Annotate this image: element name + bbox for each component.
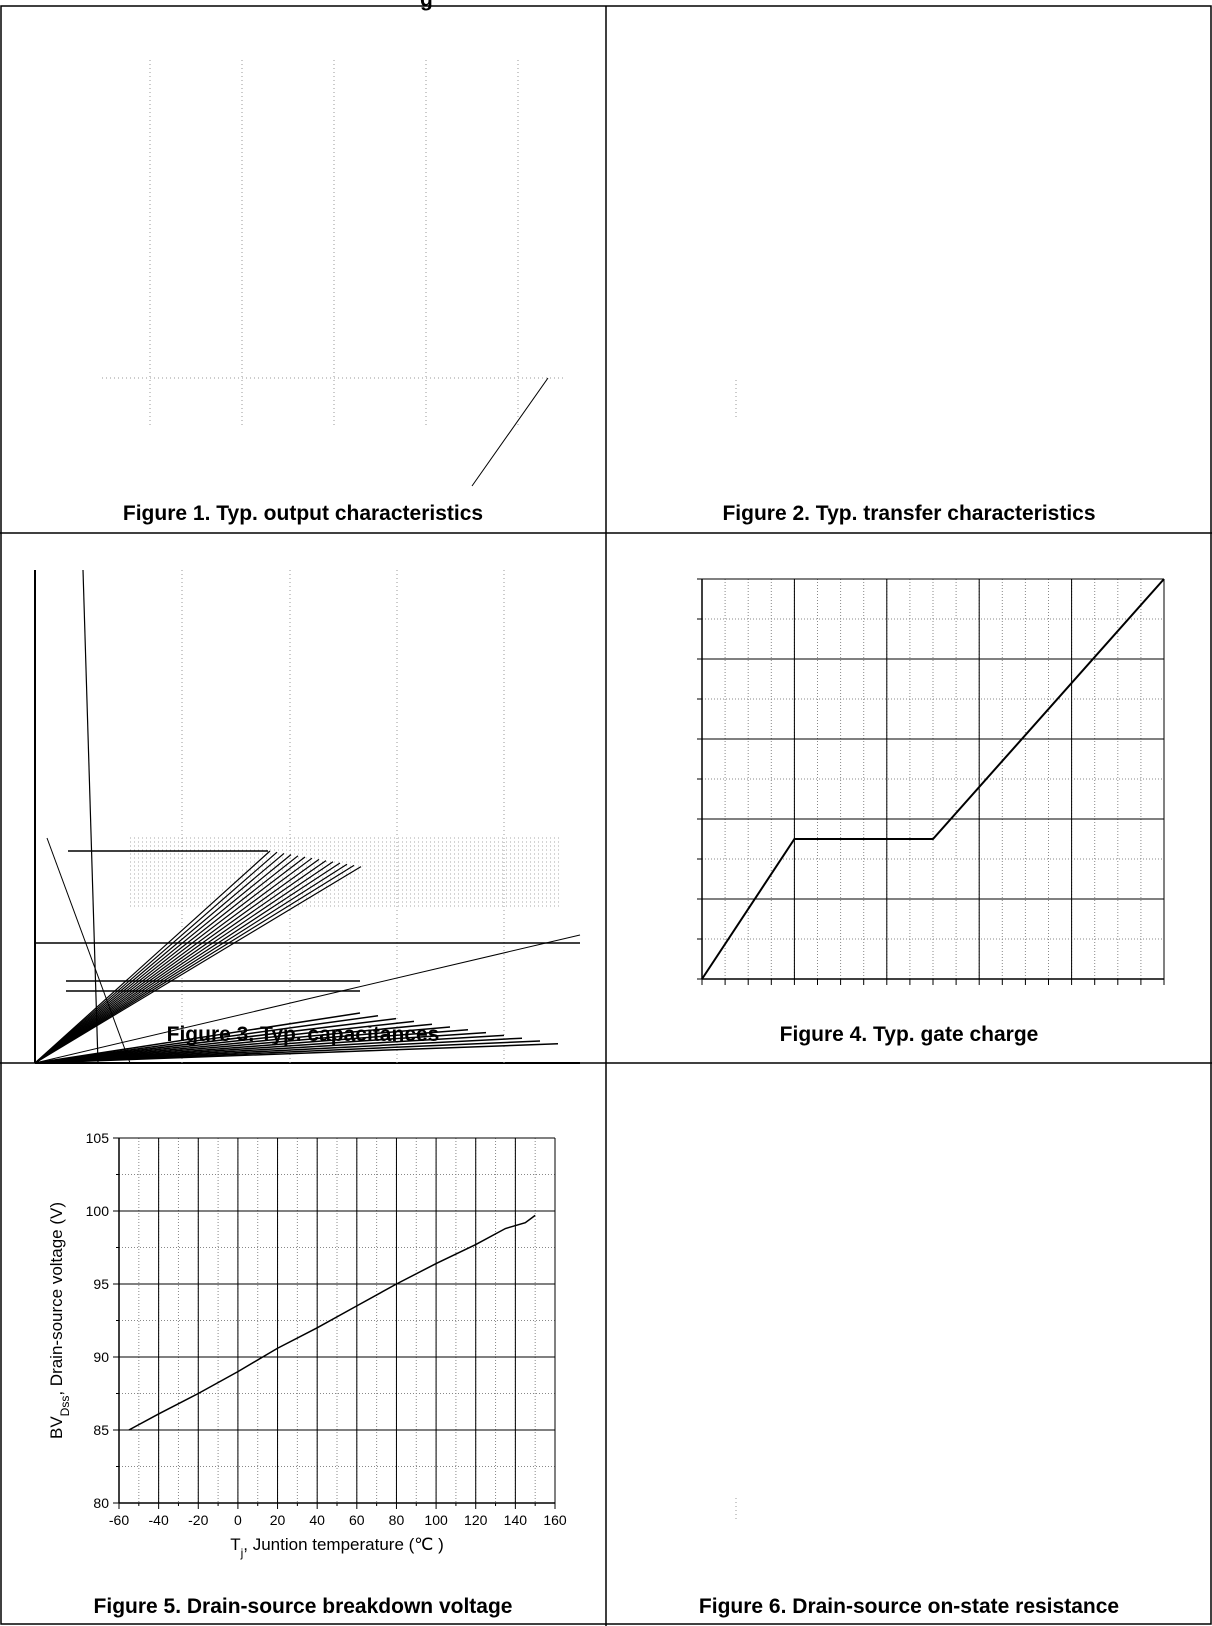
fig5-x-tick-label: -40	[149, 1512, 169, 1528]
fig3-series-line-lower	[34, 1043, 559, 1064]
fig3-series-line-upper	[34, 860, 327, 1064]
fig5-x-tick-label: 160	[543, 1512, 567, 1528]
fig5-x-axis-label: Tj, Juntion temperature (℃ )	[230, 1535, 444, 1560]
fig3-series-line-upper	[34, 851, 278, 1064]
fig3-series-line-lower	[34, 1017, 397, 1064]
figure-6-caption: Figure 6. Drain-source on-state resistan…	[698, 1595, 1120, 1618]
figure-5-caption: Figure 5. Drain-source breakdown voltage	[93, 1595, 513, 1618]
fig3-series-line-mid	[34, 934, 581, 1064]
fig5-x-tick-label: -60	[109, 1512, 129, 1528]
fig3-series-line-upper	[34, 856, 306, 1064]
fig3-series-line-upper	[34, 852, 285, 1064]
fig3-series-line-upper	[34, 855, 299, 1064]
fig5-y-tick-label: 80	[93, 1495, 109, 1511]
fig3-series-line-lower	[34, 1015, 379, 1064]
fig5-x-tick-label: 80	[389, 1512, 405, 1528]
figure-1-cell: Figure 1. Typ. output characteristics	[0, 0, 606, 533]
figure-3-cell: Figure 3. Typ. capacitances	[0, 533, 606, 1064]
fig5-x-tick-label: 140	[504, 1512, 528, 1528]
fig5-x-tick-label: 0	[234, 1512, 242, 1528]
fig3-series-line-upper	[34, 862, 341, 1064]
fig1-stray-line	[471, 377, 549, 487]
fig5-x-tick-label: 100	[424, 1512, 448, 1528]
figure-4-caption: Figure 4. Typ. gate charge	[779, 1023, 1039, 1046]
figure-2-plot	[735, 380, 737, 420]
figure-3-plot	[34, 569, 581, 1064]
figure-4-plot	[697, 578, 1165, 985]
fig3-steep-line	[82, 569, 99, 1064]
fig3-series-line-upper	[34, 864, 355, 1064]
fig5-x-tick-label: -20	[188, 1512, 208, 1528]
fig5-x-tick-label: 120	[464, 1512, 488, 1528]
fig3-series-line-upper	[34, 857, 313, 1064]
fig5-x-tick-label: 60	[349, 1512, 365, 1528]
fig5-x-tick-label: 40	[309, 1512, 325, 1528]
fig3-series-line-upper	[34, 850, 271, 1064]
fig3-series-line-upper	[34, 854, 292, 1064]
fig3-diagonal-line	[46, 837, 131, 1064]
figure-1-caption: Figure 1. Typ. output characteristics	[122, 502, 484, 525]
figure-3-caption: Figure 3. Typ. capacitances	[166, 1023, 440, 1046]
fig5-y-tick-label: 85	[93, 1422, 109, 1438]
fig5-series-line	[128, 1214, 536, 1431]
figure-5-cell: -60 -40 -20 0 20 40 60 80 100 120 140 160 80 85 90 95 10…	[0, 1063, 606, 1626]
fig5-y-tick-label: 105	[86, 1130, 110, 1146]
figure-4-cell: Figure 4. Typ. gate charge	[606, 533, 1212, 1063]
fig4-series-line	[701, 578, 1165, 980]
figure-5-plot: -60 -40 -20 0 20 40 60 80 100 120 140 160 80 85 90 95 10…	[47, 1130, 567, 1560]
fig5-y-tick-label: 90	[93, 1349, 109, 1365]
fig3-series-line-upper	[34, 866, 362, 1064]
figure-2-caption: Figure 2. Typ. transfer characteristics	[722, 502, 1096, 525]
figure-6-cell: Figure 6. Drain-source on-state resistan…	[606, 1063, 1212, 1626]
fig3-series-line-upper	[34, 863, 348, 1064]
fig3-series-line-upper	[34, 858, 320, 1064]
fig3-series-line-lower	[34, 1012, 361, 1064]
fig3-series-line-upper	[34, 861, 334, 1064]
figure-6-plot	[735, 1498, 737, 1521]
fig5-y-tick-label: 100	[86, 1203, 110, 1219]
figure-2-cell: Figure 2. Typ. transfer characteristics	[606, 0, 1212, 533]
fig5-x-tick-label: 20	[270, 1512, 286, 1528]
fig5-y-tick-label: 95	[93, 1276, 109, 1292]
fig5-y-axis-label: BVDss, Drain-source voltage (V)	[47, 1202, 72, 1439]
figure-1-plot	[102, 60, 565, 487]
